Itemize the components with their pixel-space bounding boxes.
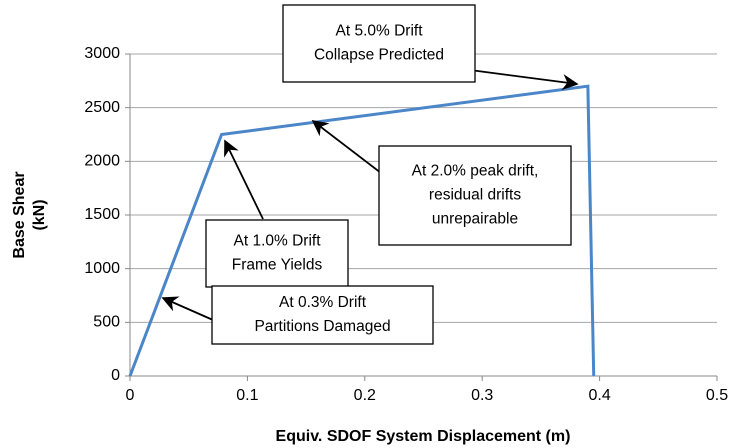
annotation-text: At 1.0% Drift: [234, 233, 322, 250]
y-axis-label: Base Shear (kN): [11, 171, 48, 258]
y-axis-label-line: Base Shear: [11, 171, 28, 258]
y-tick-label: 2500: [84, 99, 120, 116]
annotation-box: [282, 4, 476, 83]
annotation-text: residual drifts: [429, 187, 521, 204]
arrow: [311, 120, 386, 177]
y-tick-label: 0: [111, 367, 120, 384]
plot: [128, 84, 596, 377]
x-axis-label: Equiv. SDOF System Displacement (m): [276, 428, 571, 445]
y-tick-label: 2000: [84, 153, 120, 170]
x-tick-label: 0: [126, 387, 135, 404]
annotation-text: Collapse Predicted: [314, 47, 444, 64]
x-tick-label: 0.1: [236, 387, 258, 404]
annotation-box: [205, 219, 349, 288]
annotation-text: Frame Yields: [232, 257, 323, 274]
annotation-box: [378, 145, 572, 246]
annotation-text: unrepairable: [432, 211, 518, 228]
annotation-text: At 2.0% peak drift,: [412, 163, 539, 180]
annotation-text: At 5.0% Drift: [336, 23, 424, 40]
y-tick-label: 3000: [84, 45, 120, 62]
annotation-text: At 0.3% Drift: [279, 294, 367, 311]
annotations: At 5.0% Drift Collapse Predicted At 2.0% p…: [161, 4, 579, 345]
annotation-text: Partitions Damaged: [254, 318, 390, 335]
y-tick-label: 500: [93, 314, 120, 331]
annotation-box: [211, 285, 434, 345]
arrow: [224, 139, 264, 220]
x-tick-label: 0.4: [588, 387, 610, 404]
x-tick-label: 0.5: [706, 387, 728, 404]
x-tick-label: 0.2: [354, 387, 376, 404]
x-tick-label: 0.3: [471, 387, 493, 404]
data-line: [128, 84, 596, 377]
y-axis-label-line: (kN): [31, 199, 48, 230]
arrow: [469, 69, 579, 91]
y-tick-label: 1000: [84, 260, 120, 277]
arrow: [161, 296, 214, 321]
y-tick-label: 1500: [84, 206, 120, 223]
